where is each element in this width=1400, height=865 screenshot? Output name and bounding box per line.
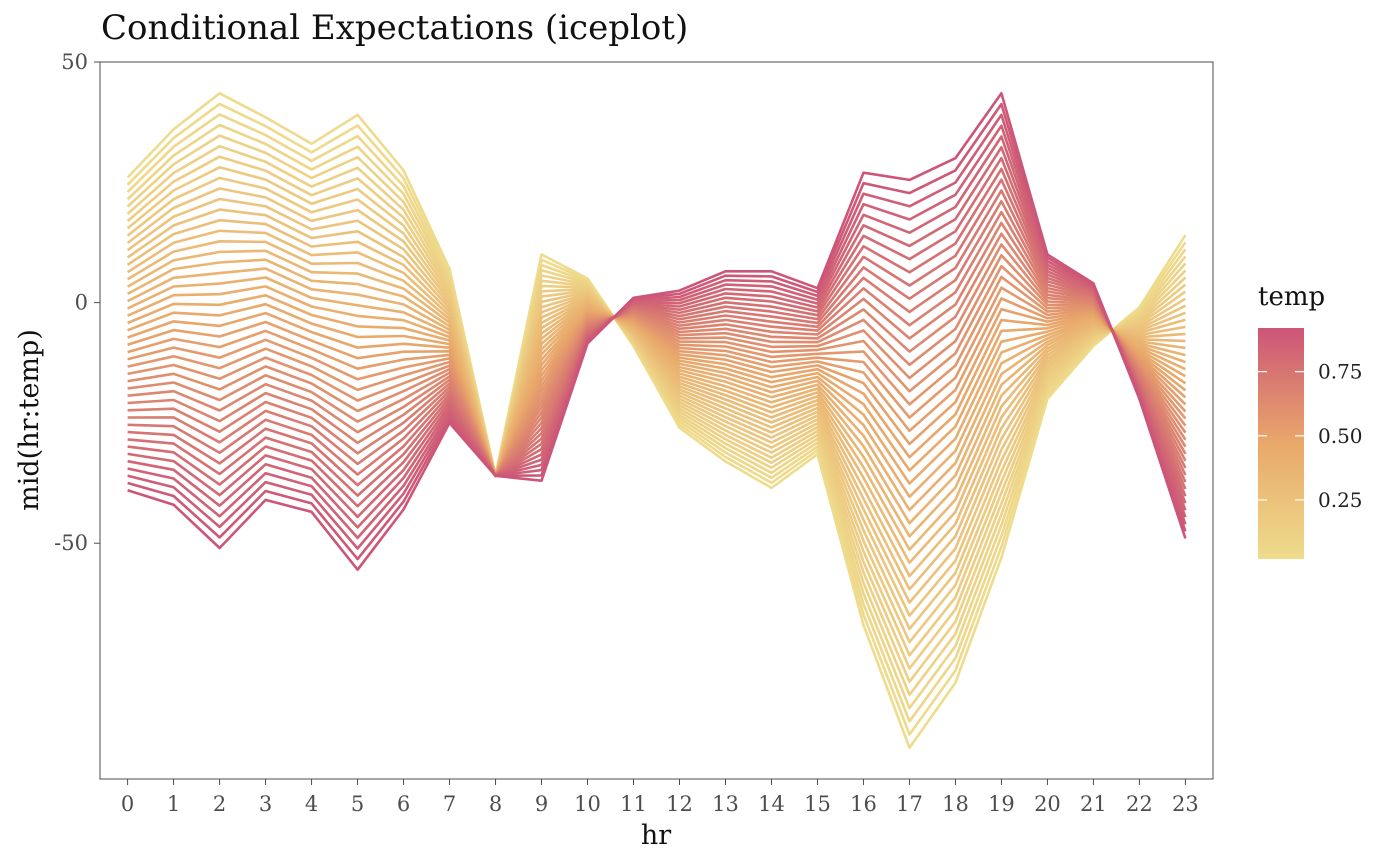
ice-line-28 [127,254,1187,478]
x-axis-title: hr [641,820,671,851]
x-tick-label-5: 5 [351,792,364,816]
ice-line-30 [127,232,1187,478]
legend-label-0: 0.75 [1318,360,1363,384]
ice-line-16 [126,258,1186,538]
legend-label-1: 0.50 [1318,424,1363,448]
x-tick-label-21: 21 [1080,792,1107,816]
ice-line-29 [127,243,1187,478]
ice-line-10 [126,197,1186,618]
ice-line-12 [126,218,1186,591]
ice-line-42 [127,102,1187,561]
ice-line-37 [127,156,1187,508]
ice-line-43 [127,92,1187,572]
ice-line-25 [127,286,1187,478]
x-tick-label-3: 3 [259,792,272,816]
ice-line-23 [127,307,1187,478]
color-legend: temp 0.75 0.50 0.25 [1258,282,1363,559]
ice-line-20 [127,293,1187,485]
ice-line-38 [127,146,1187,519]
ice-line-11 [126,208,1186,604]
legend-label-2: 0.25 [1318,488,1363,512]
ice-line-26 [127,275,1187,478]
ice-line-39 [127,135,1187,529]
ice-line-36 [127,167,1187,497]
x-tick-label-11: 11 [620,792,647,816]
x-tick-label-6: 6 [397,792,410,816]
legend-title: temp [1258,282,1325,312]
x-axis: 0 1 2 3 4 5 6 7 8 9 10 11 12 13 14 15 16 17 18 19 20 21 22 23 [121,779,1199,816]
plot-panel-border [99,61,1214,780]
x-tick-label-23: 23 [1172,792,1199,816]
x-tick-label-7: 7 [443,792,456,816]
x-tick-label-16: 16 [850,792,877,816]
y-axis-title: mid(hr:temp) [14,329,45,511]
ice-line-14 [126,240,1186,565]
ice-line-31 [127,221,1187,478]
ice-line-19 [127,285,1186,499]
ice-line-13 [126,229,1186,578]
x-tick-label-17: 17 [896,792,923,816]
x-tick-label-1: 1 [167,792,180,816]
x-tick-label-10: 10 [574,792,601,816]
ice-line-34 [127,189,1187,478]
y-tick-label-2: -50 [54,531,88,555]
x-tick-label-2: 2 [213,792,226,816]
ice-line-15 [126,249,1186,551]
ice-line-22 [127,310,1187,478]
legend-colorbar [1258,328,1304,559]
y-tick-label-0: 50 [61,50,88,74]
x-tick-label-14: 14 [758,792,785,816]
ice-line-17 [127,267,1186,525]
y-axis: 50 0 -50 [54,50,100,555]
ice-line-27 [127,264,1187,478]
x-tick-label-18: 18 [942,792,969,816]
ice-line-33 [127,200,1187,478]
legend-ticks: 0.75 0.50 0.25 [1258,360,1363,512]
ice-line-24 [127,297,1187,478]
ice-line-21 [127,302,1187,478]
ice-line-18 [127,276,1186,512]
x-tick-label-9: 9 [535,792,548,816]
ice-line-40 [127,124,1187,540]
ice-lines [126,92,1187,750]
x-tick-label-12: 12 [666,792,693,816]
x-tick-label-15: 15 [804,792,831,816]
x-tick-label-4: 4 [305,792,318,816]
x-tick-label-13: 13 [712,792,739,816]
x-tick-label-0: 0 [121,792,134,816]
ice-line-41 [127,113,1187,550]
x-tick-label-8: 8 [489,792,502,816]
y-tick-label-1: 0 [75,291,88,315]
x-tick-label-19: 19 [988,792,1015,816]
x-tick-label-20: 20 [1034,792,1061,816]
ice-line-32 [127,210,1187,478]
chart-title: Conditional Expectations (iceplot) [101,8,689,48]
x-tick-label-22: 22 [1126,792,1153,816]
ice-line-35 [127,178,1187,487]
